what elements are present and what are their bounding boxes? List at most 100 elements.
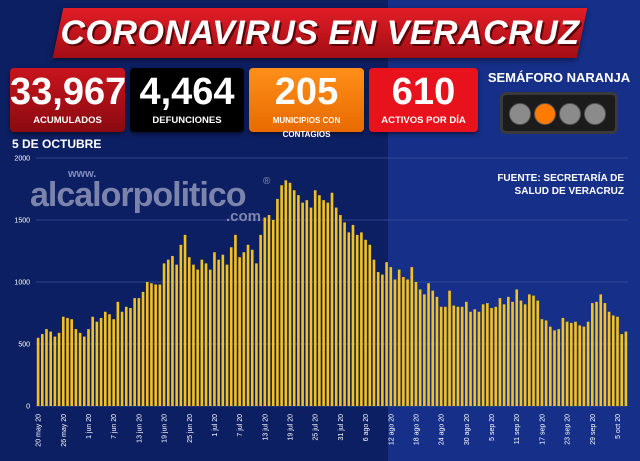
bar — [553, 330, 556, 406]
source-line-1: FUENTE: SECRETARÍA DE — [497, 173, 624, 184]
bar — [297, 195, 300, 406]
bar — [473, 309, 477, 406]
stat-activos-label: ACTIVOS POR DÍA — [381, 115, 466, 126]
bar — [322, 200, 325, 406]
bar — [393, 279, 397, 406]
light-off-1 — [509, 103, 531, 125]
bar — [250, 249, 254, 406]
y-tick-label: 1000 — [14, 280, 30, 287]
bar — [280, 185, 283, 406]
bar — [439, 306, 443, 406]
page-title: CORONAVIRUS EN VERACRUZ — [60, 14, 580, 52]
bar — [158, 284, 162, 406]
x-tick-label: 25 jun 20 — [187, 414, 194, 443]
bar — [187, 257, 191, 406]
x-tick-label: 6 ago 20 — [363, 414, 370, 441]
bar — [129, 308, 132, 406]
bar — [213, 252, 216, 406]
bar — [620, 334, 623, 406]
bar — [570, 322, 573, 406]
x-tick-label: 29 sep 20 — [590, 414, 597, 445]
x-tick-labels: 20 may 20 26 may 20 1 jun 20 7 jun 20 13 jun… — [36, 414, 622, 447]
bar — [351, 224, 355, 406]
bar — [486, 303, 489, 406]
y-tick-label: 2000 — [14, 156, 30, 163]
source-note: FUENTE: SECRETARÍA DE SALUD DE VERACRUZ — [470, 172, 624, 198]
bar — [124, 306, 128, 406]
bar — [259, 234, 262, 406]
y-tick-labels: 0 500 1000 1500 2000 — [14, 156, 30, 411]
bar — [360, 232, 363, 406]
x-tick-label: 12 ago 20 — [388, 414, 395, 445]
bar — [465, 301, 468, 406]
bar — [82, 336, 86, 406]
bar — [103, 311, 107, 406]
x-tick-label: 19 jul 20 — [288, 414, 295, 441]
bar — [267, 215, 271, 406]
bar — [204, 263, 208, 406]
bar — [330, 192, 334, 406]
traffic-light-icon — [500, 92, 618, 134]
bar — [246, 244, 250, 406]
x-tick-label: 18 ago 20 — [413, 414, 420, 445]
stat-municipios: 205 MUNICIPIOS CON CONTAGIOS — [249, 68, 364, 139]
bar — [91, 316, 94, 406]
y-tick-label: 0 — [26, 404, 30, 411]
bar — [263, 217, 267, 406]
bar — [225, 264, 229, 406]
bar — [460, 306, 464, 406]
bar — [95, 321, 99, 406]
bar — [452, 305, 456, 406]
bar — [469, 311, 472, 406]
bar — [175, 264, 178, 406]
bar — [532, 295, 535, 406]
bar — [276, 198, 279, 406]
light-off-4 — [584, 103, 606, 125]
stat-activos-value: 610 — [391, 71, 456, 113]
bar — [171, 255, 174, 406]
bar — [133, 298, 136, 406]
y-tick-label: 1500 — [14, 218, 30, 225]
bar — [61, 316, 65, 406]
stat-defunciones: 4,464 DEFUNCIONES — [130, 68, 244, 132]
bar — [381, 274, 384, 406]
bar — [271, 220, 275, 406]
bar — [406, 279, 409, 406]
bar — [557, 329, 561, 406]
bar — [347, 232, 351, 406]
bar — [582, 326, 586, 406]
bar — [208, 269, 212, 406]
bar — [108, 314, 111, 406]
bar — [53, 336, 57, 406]
bar — [45, 329, 48, 406]
stat-activos: 610 ACTIVOS POR DÍA — [369, 68, 478, 132]
bar — [99, 317, 103, 406]
bar — [418, 289, 422, 406]
watermark-prefix: www. — [68, 168, 97, 180]
bar — [120, 311, 124, 406]
bar — [444, 306, 447, 406]
bar — [116, 301, 120, 406]
bar — [603, 303, 607, 406]
bar — [549, 326, 552, 406]
stat-acumulados-value: 33,967 — [10, 71, 127, 113]
x-tick-label: 24 ago 20 — [439, 414, 446, 445]
bar — [57, 332, 61, 406]
bar — [200, 259, 204, 406]
bar — [334, 207, 338, 406]
bar — [376, 272, 380, 406]
bar — [544, 320, 548, 406]
bar — [528, 294, 531, 406]
bar — [166, 259, 170, 406]
bar — [612, 315, 615, 406]
bar — [183, 234, 187, 406]
bar — [599, 294, 603, 406]
bar — [74, 329, 78, 406]
bar — [78, 332, 82, 406]
bar — [179, 244, 183, 406]
watermark-registered: ® — [263, 176, 271, 187]
date-label: 5 DE OCTUBRE — [12, 137, 102, 151]
watermark-name: alcalorpolitico — [30, 176, 246, 214]
x-tick-label: 13 jun 20 — [136, 414, 143, 443]
bar — [397, 269, 401, 406]
